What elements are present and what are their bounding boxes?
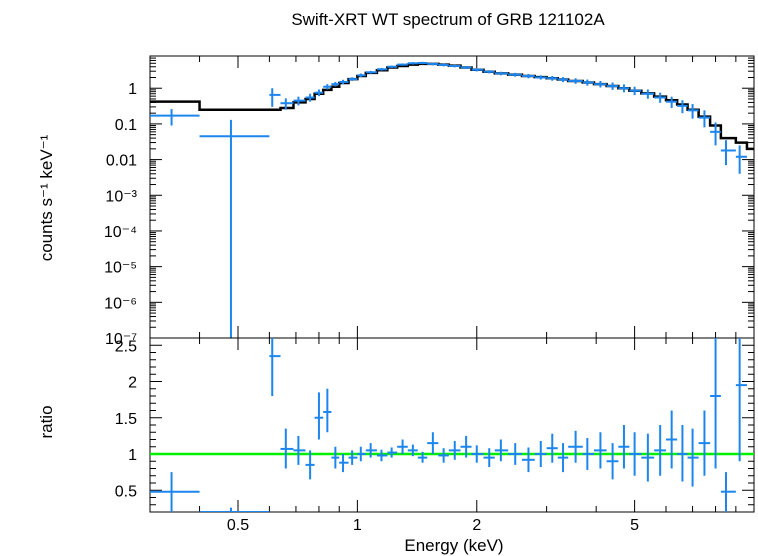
- ratio-frame: [149, 337, 755, 513]
- y-tick-label: 2: [128, 375, 137, 392]
- y-tick-label: 0.01: [106, 153, 137, 170]
- y-tick-label: 10⁻³: [105, 188, 137, 205]
- ratio-panel: 0.5 1 2 5 0.5 1 1.5 2 2.5: [115, 326, 755, 534]
- chart-title: Swift-XRT WT spectrum of GRB 121102A: [291, 10, 605, 29]
- y-tick-label: 0.1: [115, 117, 137, 134]
- y-tick-label: 1: [128, 81, 137, 98]
- y-axis-label-ratio: ratio: [37, 405, 56, 438]
- x-tick-label: 0.5: [227, 517, 249, 534]
- spectrum-panel: 1 0.1 0.01 10⁻³ 10⁻⁴ 10⁻⁵ 10⁻⁶ 10⁻⁷: [104, 55, 755, 348]
- y-tick-label: 1.5: [115, 411, 137, 428]
- y-tick-label: 0.5: [115, 483, 137, 500]
- y-tick-label: 10⁻⁴: [104, 224, 137, 241]
- x-axis-label: Energy (keV): [404, 536, 503, 555]
- x-tick-label: 1: [353, 517, 362, 534]
- y-tick-label: 10⁻⁷: [105, 331, 137, 348]
- y-axis-label-spectrum: counts s⁻¹ keV⁻¹: [37, 134, 56, 261]
- y-tick-label: 1: [128, 447, 137, 464]
- y-tick-label: 10⁻⁶: [104, 295, 137, 312]
- ratio-data: [150, 338, 747, 512]
- y-tick-label: 10⁻⁵: [104, 260, 137, 277]
- y-tick-label: 2.5: [115, 338, 137, 355]
- x-tick-label: 2: [472, 517, 481, 534]
- x-tick-label: 5: [630, 517, 639, 534]
- spectrum-data: [150, 61, 747, 338]
